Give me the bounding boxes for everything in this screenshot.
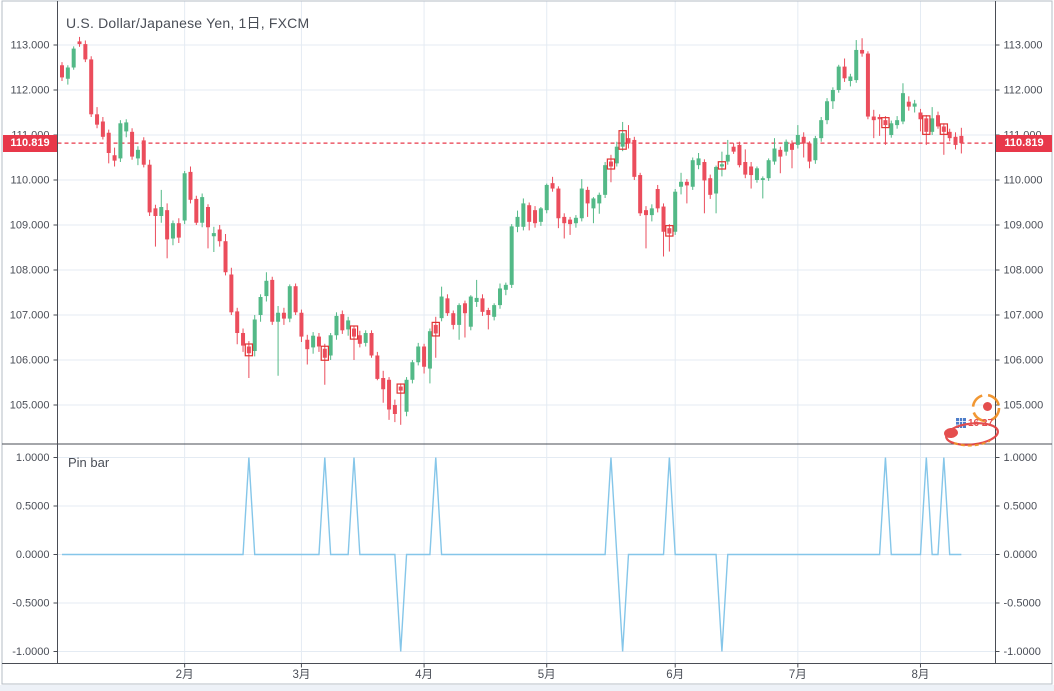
svg-text:0.0000: 0.0000 — [16, 549, 50, 561]
svg-text:112.000: 112.000 — [11, 84, 50, 96]
svg-text:5月: 5月 — [538, 669, 556, 681]
pin-bar-marker-box — [618, 130, 627, 150]
svg-text:6月: 6月 — [666, 669, 684, 681]
watermark-building-icon — [956, 418, 966, 428]
svg-text:112.000: 112.000 — [1004, 84, 1043, 96]
svg-text:107.000: 107.000 — [10, 309, 50, 321]
svg-text:4月: 4月 — [415, 669, 433, 681]
watermark-circle-arrows-icon — [971, 393, 1001, 423]
pin-bar-marker-box — [939, 123, 949, 135]
pin-bar-marker-box — [431, 321, 440, 337]
svg-text:0.5000: 0.5000 — [16, 500, 50, 512]
last-price-badge-left: 110.819 — [3, 135, 57, 152]
svg-text:1.0000: 1.0000 — [1004, 452, 1038, 464]
svg-text:110.000: 110.000 — [1004, 174, 1043, 186]
pin-bar-marker-box — [244, 343, 254, 357]
svg-text:0.0000: 0.0000 — [1004, 549, 1038, 561]
bottom-strip — [0, 685, 1054, 691]
svg-text:-1.0000: -1.0000 — [12, 646, 49, 658]
pin-bar-marker-box — [922, 115, 931, 135]
symbol-title[interactable]: U.S. Dollar/Japanese Yen, 1日, FXCM — [66, 15, 310, 31]
svg-text:7月: 7月 — [789, 669, 807, 681]
time-axis[interactable]: 2月 3月 4月 5月 6月 7月 8月 — [176, 663, 930, 682]
svg-text:-1.0000: -1.0000 — [1004, 646, 1041, 658]
pin-bar-series[interactable] — [62, 457, 962, 652]
grid-layer — [57, 1, 996, 664]
pin-bar-marker-box — [665, 225, 674, 237]
svg-text:105.000: 105.000 — [10, 399, 50, 411]
pin-bar-marker-box — [396, 383, 405, 394]
svg-text:-0.5000: -0.5000 — [12, 597, 49, 609]
pin-bar-marker-box — [320, 345, 330, 361]
svg-text:8月: 8月 — [912, 669, 930, 681]
svg-text:105.000: 105.000 — [1004, 399, 1044, 411]
pin-bar-marker-box — [606, 158, 616, 170]
svg-text:2月: 2月 — [176, 669, 194, 681]
pin-bar-marker-box — [349, 325, 359, 340]
svg-text:109.000: 109.000 — [10, 219, 50, 231]
svg-text:0.5000: 0.5000 — [1004, 500, 1038, 512]
candlestick-series[interactable] — [60, 36, 964, 425]
watermark-dot-icon — [983, 402, 992, 411]
svg-text:106.000: 106.000 — [10, 354, 50, 366]
svg-text:3月: 3月 — [292, 669, 310, 681]
svg-text:109.000: 109.000 — [1004, 219, 1044, 231]
svg-text:-0.5000: -0.5000 — [1004, 597, 1041, 609]
watermark-logo: 16 27 — [944, 393, 1001, 447]
price-axis-left[interactable]: 113.000112.000111.000110.000109.000108.0… — [10, 39, 58, 658]
svg-text:108.000: 108.000 — [1004, 264, 1044, 276]
pin-bar-marker-box — [881, 117, 890, 129]
svg-text:108.000: 108.000 — [10, 264, 50, 276]
indicator-title[interactable]: Pin bar — [68, 455, 110, 470]
svg-text:1.0000: 1.0000 — [16, 452, 50, 464]
price-axis-right[interactable]: 113.000112.000111.000110.000109.000108.0… — [995, 39, 1044, 658]
pin-bar-marker-box — [717, 161, 727, 170]
last-price-badge-right: 110.819 — [996, 135, 1052, 152]
svg-text:106.000: 106.000 — [1004, 354, 1044, 366]
svg-text:107.000: 107.000 — [1004, 309, 1044, 321]
svg-text:113.000: 113.000 — [11, 39, 50, 51]
svg-text:110.000: 110.000 — [11, 174, 50, 186]
svg-text:113.000: 113.000 — [1004, 39, 1043, 51]
